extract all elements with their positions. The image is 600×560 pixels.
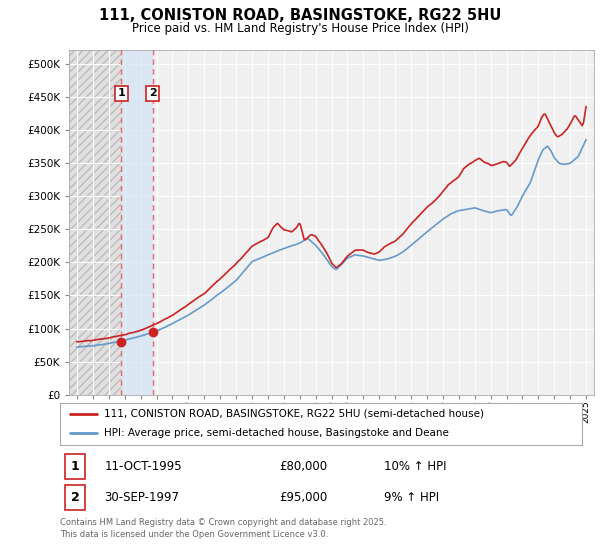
Text: 1: 1 [71, 460, 80, 473]
Text: 111, CONISTON ROAD, BASINGSTOKE, RG22 5HU (semi-detached house): 111, CONISTON ROAD, BASINGSTOKE, RG22 5H… [104, 409, 484, 419]
Text: £80,000: £80,000 [279, 460, 328, 473]
Text: 11-OCT-1995: 11-OCT-1995 [104, 460, 182, 473]
Text: Price paid vs. HM Land Registry's House Price Index (HPI): Price paid vs. HM Land Registry's House … [131, 22, 469, 35]
Bar [69, 50, 121, 395]
Text: 2: 2 [149, 88, 157, 99]
Text: Contains HM Land Registry data © Crown copyright and database right 2025.
This d: Contains HM Land Registry data © Crown c… [60, 518, 386, 539]
Text: 1: 1 [118, 88, 125, 99]
Text: 111, CONISTON ROAD, BASINGSTOKE, RG22 5HU: 111, CONISTON ROAD, BASINGSTOKE, RG22 5H… [99, 8, 501, 24]
Text: 30-SEP-1997: 30-SEP-1997 [104, 491, 179, 504]
Text: 2: 2 [71, 491, 80, 504]
FancyBboxPatch shape [65, 486, 85, 510]
Bar [69, 50, 121, 395]
Text: 10% ↑ HPI: 10% ↑ HPI [383, 460, 446, 473]
Bar [121, 50, 152, 395]
FancyBboxPatch shape [65, 454, 85, 479]
Text: £95,000: £95,000 [279, 491, 328, 504]
Text: 9% ↑ HPI: 9% ↑ HPI [383, 491, 439, 504]
Text: HPI: Average price, semi-detached house, Basingstoke and Deane: HPI: Average price, semi-detached house,… [104, 428, 449, 438]
